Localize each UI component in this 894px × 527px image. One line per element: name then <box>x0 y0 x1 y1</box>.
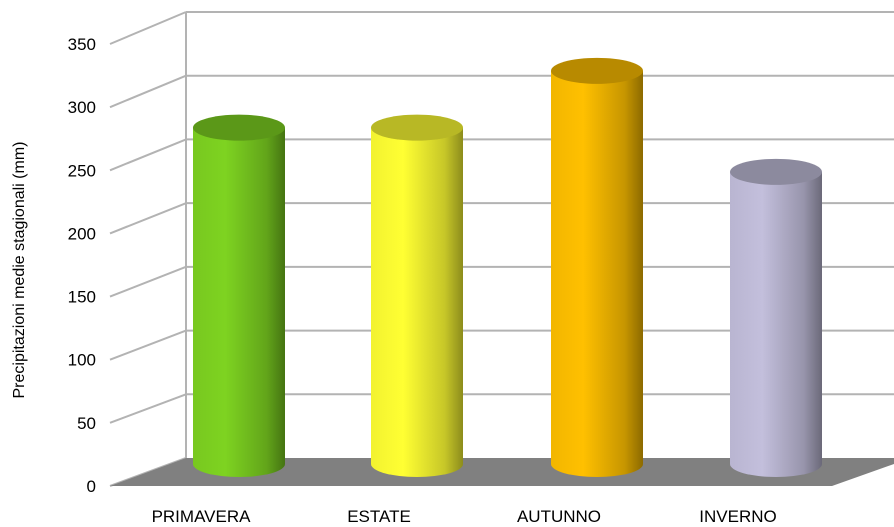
bar-top <box>371 114 463 141</box>
bar-primavera <box>193 114 285 478</box>
gridline-side <box>109 202 187 235</box>
x-axis-categories: PRIMAVERA ESTATE AUTUNNO INVERNO <box>152 507 777 526</box>
y-axis-ticks: 0 50 100 150 200 250 300 350 <box>68 35 96 496</box>
bar-body <box>551 70 643 477</box>
x-tick-label: AUTUNNO <box>517 507 601 526</box>
bar-body <box>730 171 822 477</box>
y-tick-label: 0 <box>87 477 96 496</box>
chart-floor <box>110 458 894 486</box>
y-tick-label: 150 <box>68 288 96 307</box>
bar-autunno <box>551 57 643 477</box>
y-tick-label: 250 <box>68 161 96 180</box>
y-tick-label: 100 <box>68 351 96 370</box>
gridline-side <box>109 138 187 172</box>
bars <box>193 57 822 478</box>
bar-body <box>193 127 285 478</box>
y-tick-label: 350 <box>68 35 96 54</box>
gridline-side <box>109 11 187 45</box>
x-tick-label: ESTATE <box>347 507 411 526</box>
bar-body <box>371 127 463 478</box>
x-tick-label: INVERNO <box>699 507 776 526</box>
gridline-side <box>109 265 187 298</box>
y-tick-label: 200 <box>68 224 96 243</box>
bar-top <box>730 158 822 185</box>
gridline-side <box>109 393 187 424</box>
bar-estate <box>371 114 463 478</box>
gridline-side <box>109 74 187 109</box>
y-axis-label: Precipitazioni medie stagionali (mm) <box>11 142 28 399</box>
x-tick-label: PRIMAVERA <box>152 507 252 526</box>
bar-top <box>193 114 285 141</box>
y-tick-label: 50 <box>77 414 96 433</box>
gridline-side <box>109 329 187 361</box>
bar-top <box>551 57 643 84</box>
y-tick-label: 300 <box>68 98 96 117</box>
bar-inverno <box>730 158 822 477</box>
